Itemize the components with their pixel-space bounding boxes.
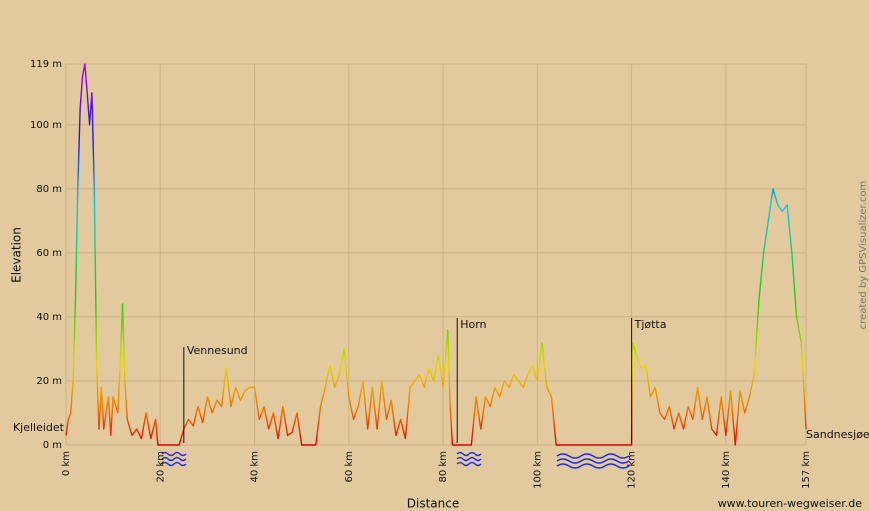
x-axis-label: Distance	[407, 497, 459, 511]
annotation-label: Tjøtta	[634, 318, 667, 331]
y-tick-label: 80 m	[36, 184, 62, 195]
annotation-label: Horn	[460, 318, 486, 331]
y-tick-label: 0 m	[43, 440, 62, 451]
annotation-label: Vennesund	[187, 344, 248, 357]
y-tick-label: 20 m	[36, 376, 62, 387]
elevation-line	[65, 63, 807, 446]
credit: www.touren-wegweiser.de	[718, 497, 863, 510]
ferry-icon	[161, 451, 187, 467]
x-tick-label: 60 km	[344, 451, 355, 482]
annotation-label: Kjelleidet	[13, 421, 65, 434]
ferry-icon	[456, 451, 482, 467]
side-credit: created by GPSVisualizer.com	[858, 181, 869, 330]
annotation-label: Sandnesjøen	[806, 428, 869, 441]
ferry-icon	[556, 453, 630, 469]
x-tick-label: 120 km	[627, 451, 638, 489]
x-tick-label: 80 km	[438, 451, 449, 482]
x-tick-label: 40 km	[250, 451, 261, 482]
y-tick-label: 100 m	[30, 120, 62, 131]
y-tick-label: 60 m	[36, 248, 62, 259]
x-tick-label: 100 km	[532, 451, 543, 489]
y-tick-label: 40 m	[36, 312, 62, 323]
y-tick-label: 119 m	[30, 59, 62, 70]
x-tick-label: 157 km	[801, 451, 812, 489]
x-tick-label: 140 km	[721, 451, 732, 489]
ferry-icons	[161, 451, 630, 469]
y-axis-label: Elevation	[10, 227, 24, 283]
x-tick-label: 20 km	[155, 451, 166, 482]
x-tick-label: 0 km	[61, 451, 72, 476]
